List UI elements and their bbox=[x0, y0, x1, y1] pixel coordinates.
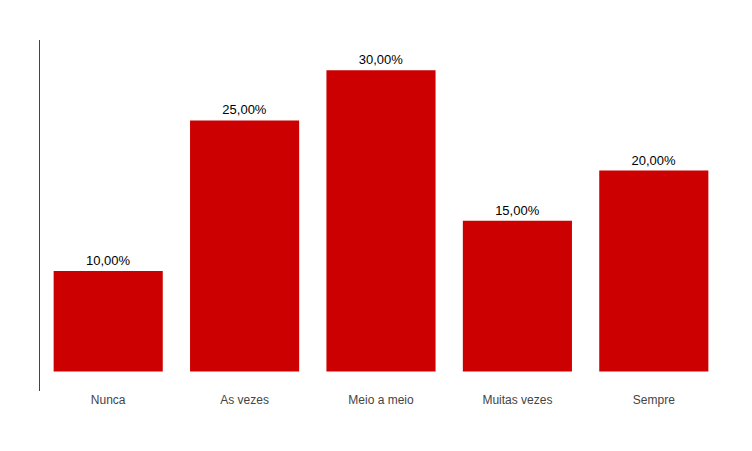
svg-text:Meio a meio: Meio a meio bbox=[348, 393, 414, 407]
svg-text:As vezes: As vezes bbox=[220, 393, 269, 407]
svg-text:30,00%: 30,00% bbox=[359, 52, 404, 67]
svg-text:Sempre: Sempre bbox=[633, 393, 675, 407]
svg-text:20,00%: 20,00% bbox=[632, 153, 677, 168]
svg-text:10,00%: 10,00% bbox=[86, 253, 131, 268]
svg-text:Nunca: Nunca bbox=[91, 393, 126, 407]
svg-text:25,00%: 25,00% bbox=[222, 102, 267, 117]
svg-text:Muitas vezes: Muitas vezes bbox=[482, 393, 552, 407]
svg-text:15,00%: 15,00% bbox=[495, 203, 540, 218]
